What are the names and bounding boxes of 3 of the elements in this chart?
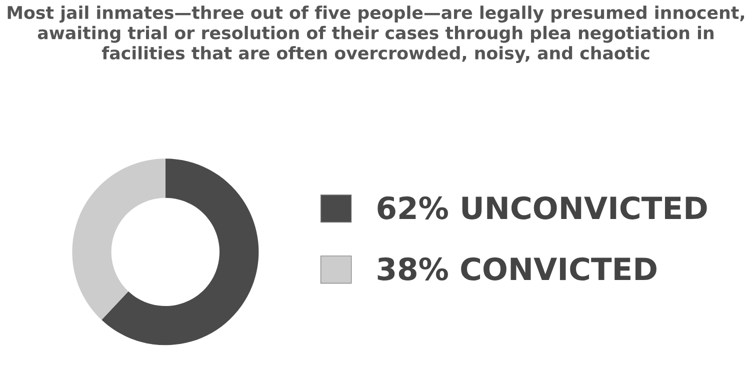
legend-label: 38% CONVICTED bbox=[378, 257, 656, 280]
chart-title: Most jail inmates—three out of five people—are legally presumed innocent, awaiting trial or resolution of their cases through plea negotiation in facilities that are often overcrowded, noisy, and chaotic bbox=[8, 6, 744, 64]
legend-label: 62% UNCONVICTED bbox=[378, 196, 707, 220]
